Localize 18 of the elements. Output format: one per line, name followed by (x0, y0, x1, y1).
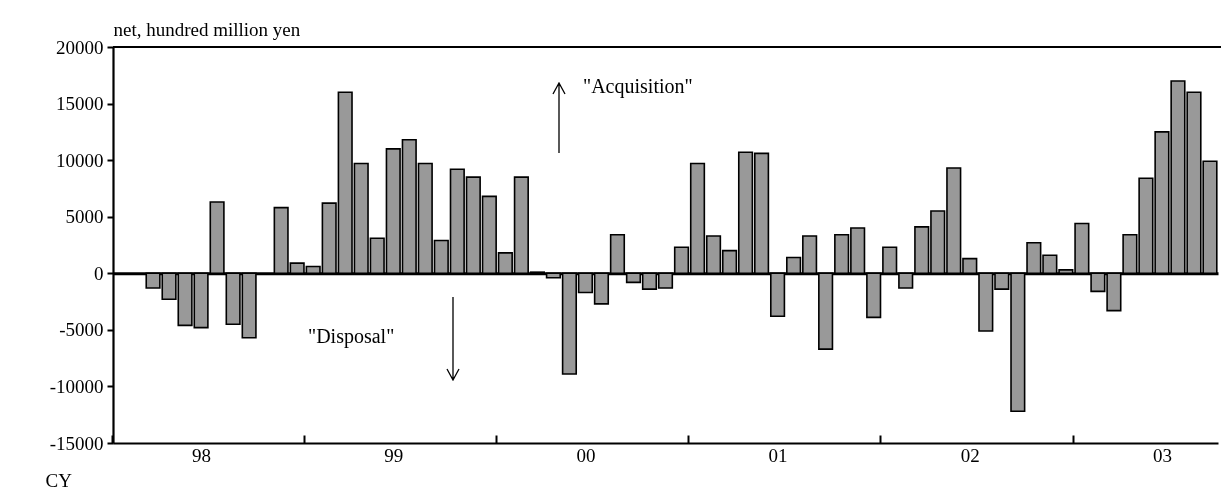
y-tick-label: -15000 (49, 432, 104, 454)
y-tick-label: 5000 (65, 206, 104, 228)
annotation: "Disposal" (308, 325, 395, 347)
y-axis-title: net, hundred million yen (113, 18, 301, 40)
x-tick-label: 02 (960, 444, 980, 466)
x-tick-label: 99 (384, 444, 404, 466)
y-tick-label: 20000 (56, 36, 104, 58)
y-tick-label: 0 (94, 262, 104, 284)
annotation: "Acquisition" (583, 75, 693, 97)
x-tick-label: 98 (192, 444, 212, 466)
y-tick-label: -10000 (49, 375, 104, 397)
x-tick-label: 03 (1152, 444, 1172, 466)
y-tick-label: -5000 (59, 319, 104, 341)
x-tick-label: 01 (768, 444, 788, 466)
y-tick-label: 15000 (56, 93, 104, 115)
x-tick-label: 00 (576, 444, 596, 466)
x-axis-title: CY (45, 469, 73, 491)
y-tick-label: 10000 (56, 149, 104, 171)
